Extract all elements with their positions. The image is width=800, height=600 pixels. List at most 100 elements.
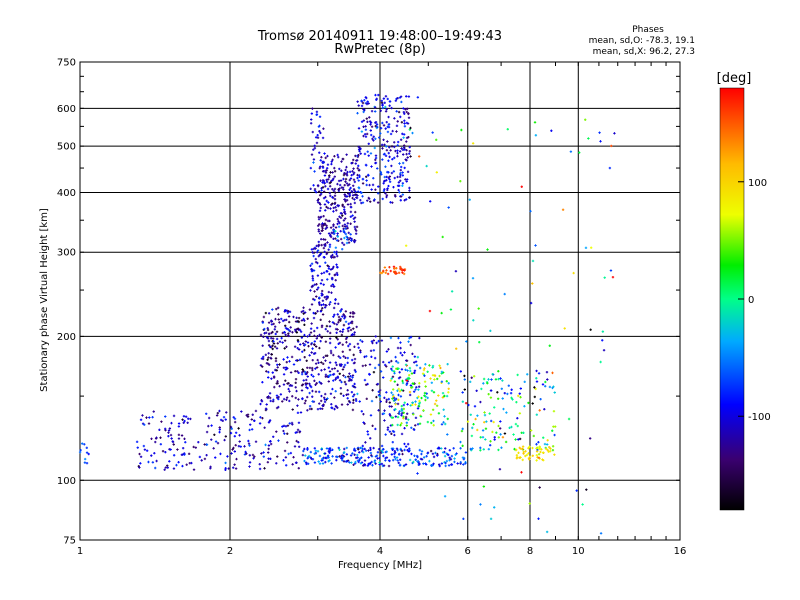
data-point <box>310 118 313 121</box>
data-point <box>300 372 304 376</box>
data-point <box>306 386 309 390</box>
data-point <box>546 448 549 452</box>
data-point <box>386 428 390 431</box>
data-point <box>382 124 386 127</box>
data-point <box>181 446 185 450</box>
data-point <box>599 360 602 364</box>
data-point <box>334 346 337 349</box>
data-point <box>320 369 323 372</box>
data-point <box>315 251 319 254</box>
data-point <box>384 105 387 109</box>
data-point <box>287 329 291 332</box>
data-point <box>368 116 371 119</box>
data-point <box>352 167 355 170</box>
data-point <box>461 391 464 394</box>
data-point <box>278 340 282 343</box>
data-point <box>320 243 323 247</box>
data-point <box>423 394 426 397</box>
data-point <box>332 353 335 357</box>
data-point <box>337 220 340 223</box>
data-point <box>295 389 298 393</box>
data-point <box>436 377 439 381</box>
data-point <box>385 120 388 124</box>
data-point <box>303 447 306 451</box>
data-point <box>328 185 332 188</box>
data-point <box>364 128 368 131</box>
data-point <box>287 310 290 313</box>
data-point <box>297 320 301 324</box>
data-point <box>336 338 339 341</box>
data-point <box>390 106 393 110</box>
y-axis-label: Stationary phase Virtual Height [km] <box>39 208 50 392</box>
data-point <box>351 170 354 173</box>
data-point <box>358 457 362 460</box>
data-point <box>376 167 379 170</box>
data-point <box>374 124 377 128</box>
data-point <box>390 171 394 175</box>
data-point <box>386 125 389 129</box>
data-point <box>382 376 385 379</box>
data-point <box>544 385 547 388</box>
data-point <box>341 241 344 245</box>
data-point <box>391 388 395 391</box>
data-point <box>352 353 355 357</box>
data-point <box>396 361 400 364</box>
data-point <box>416 423 420 426</box>
data-point <box>401 268 405 272</box>
data-point <box>393 398 396 402</box>
x-tick-label: 8 <box>527 546 533 557</box>
data-point <box>311 107 314 110</box>
data-point <box>197 440 200 444</box>
data-point <box>383 409 386 412</box>
data-point <box>431 366 434 369</box>
data-point <box>459 447 462 450</box>
data-point <box>282 424 286 428</box>
data-point <box>535 459 538 462</box>
data-point <box>254 440 258 443</box>
data-point <box>363 99 366 102</box>
data-point <box>370 399 374 403</box>
data-point <box>338 455 341 458</box>
data-point <box>349 177 353 180</box>
data-point <box>344 177 348 181</box>
data-point <box>353 393 356 396</box>
data-point <box>345 195 348 198</box>
data-point <box>414 400 417 403</box>
data-point <box>330 162 333 166</box>
data-point <box>311 130 314 134</box>
data-point <box>396 175 399 179</box>
data-point <box>482 485 486 488</box>
data-point <box>317 218 321 221</box>
data-point <box>323 306 327 309</box>
data-point <box>306 366 309 370</box>
data-point <box>411 131 414 135</box>
data-point <box>388 155 391 159</box>
data-point <box>376 125 379 129</box>
data-point <box>333 273 336 277</box>
data-point <box>207 416 211 420</box>
data-point <box>396 155 399 158</box>
data-point <box>319 206 322 210</box>
data-point <box>396 346 400 350</box>
data-point <box>247 439 250 443</box>
data-point <box>337 342 340 346</box>
data-point <box>393 145 396 149</box>
data-point <box>420 452 423 456</box>
data-point <box>332 189 336 193</box>
data-point <box>403 119 406 122</box>
data-point <box>471 277 475 280</box>
data-point <box>385 175 388 179</box>
data-point <box>376 382 380 386</box>
data-point <box>553 433 556 437</box>
data-point <box>488 444 492 447</box>
data-point <box>237 427 240 430</box>
data-point <box>370 355 373 359</box>
data-point <box>338 167 341 171</box>
data-point <box>297 445 301 448</box>
data-point <box>344 320 348 323</box>
data-point <box>352 184 355 187</box>
data-point <box>319 232 322 235</box>
data-point <box>317 460 320 463</box>
data-point <box>383 363 387 367</box>
data-point <box>324 209 327 212</box>
